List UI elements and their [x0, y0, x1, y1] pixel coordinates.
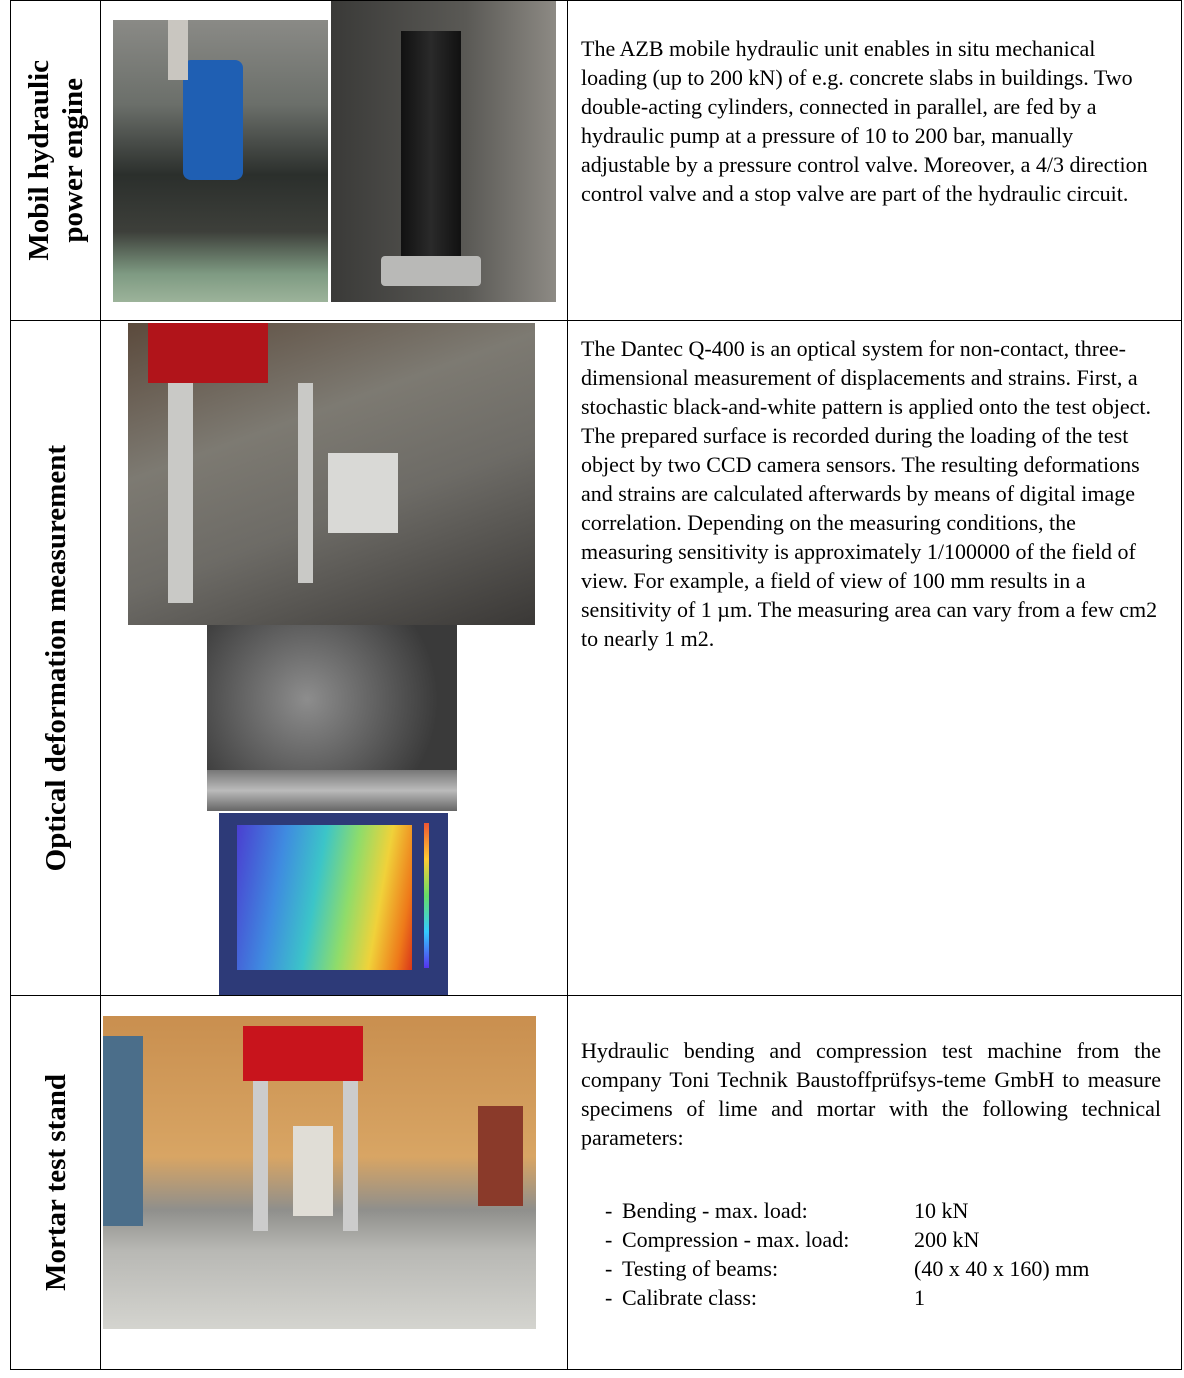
parameter-list: -Bending - max. load:10 kN-Compression -… [605, 1196, 1165, 1312]
photo-measurement-setup [128, 323, 535, 625]
image-speckle-pattern [207, 625, 457, 811]
label-line: power engine [56, 60, 90, 261]
parameter-item: -Testing of beams: (40 x 40 x 160) mm [605, 1254, 1165, 1283]
parameter-value: 1 [914, 1283, 925, 1312]
label-line: Mortar test stand [39, 1074, 73, 1291]
label-line: Optical deformation measurement [39, 445, 73, 871]
bullet: - [605, 1225, 612, 1254]
text-cell: The Dantec Q-400 is an optical system fo… [567, 320, 1182, 996]
photo-hydraulic-pump [113, 20, 328, 302]
photo-mortar-test-stand [103, 1016, 536, 1329]
label-cell: Mobil hydraulic power engine [10, 0, 101, 321]
parameter-item: -Compression - max. load: 200 kN [605, 1225, 1165, 1254]
parameter-value: 200 kN [914, 1225, 979, 1254]
parameter-name: Compression - max. load: [622, 1225, 849, 1254]
text-cell: Hydraulic bending and compression test m… [567, 995, 1182, 1370]
image-cell [100, 995, 568, 1370]
parameter-value: 10 kN [914, 1196, 968, 1225]
parameter-name: Calibrate class: [622, 1283, 757, 1312]
bullet: - [605, 1254, 612, 1283]
description: The AZB mobile hydraulic unit enables in… [581, 34, 1161, 208]
parameter-item: -Bending - max. load: 10 kN [605, 1196, 1165, 1225]
parameter-name: Bending - max. load: [622, 1196, 808, 1225]
image-displacement-map [219, 813, 448, 996]
label-line: Mobil hydraulic [22, 60, 56, 261]
parameter-item: -Calibrate class: 1 [605, 1283, 1165, 1312]
text-cell: The AZB mobile hydraulic unit enables in… [567, 0, 1182, 321]
description: Hydraulic bending and compression test m… [581, 1036, 1161, 1152]
description: The Dantec Q-400 is an optical system fo… [581, 334, 1161, 653]
label-cell: Optical deformation measurement [10, 320, 101, 996]
row-label: Mobil hydraulic power engine [22, 60, 90, 261]
parameter-name: Testing of beams: [622, 1254, 778, 1283]
image-cell [100, 0, 568, 321]
parameter-value: (40 x 40 x 160) mm [914, 1254, 1089, 1283]
image-cell [100, 320, 568, 996]
photo-cylinder [331, 1, 556, 302]
bullet: - [605, 1283, 612, 1312]
bullet: - [605, 1196, 612, 1225]
label-cell: Mortar test stand [10, 995, 101, 1370]
table: Mobil hydraulic power engine The AZB mob… [10, 0, 1182, 1370]
row-label: Optical deformation measurement [39, 445, 73, 871]
row-label: Mortar test stand [39, 1074, 73, 1291]
page: {"table": {"rows": [ {"label": ["Mobil h… [0, 0, 1184, 1378]
